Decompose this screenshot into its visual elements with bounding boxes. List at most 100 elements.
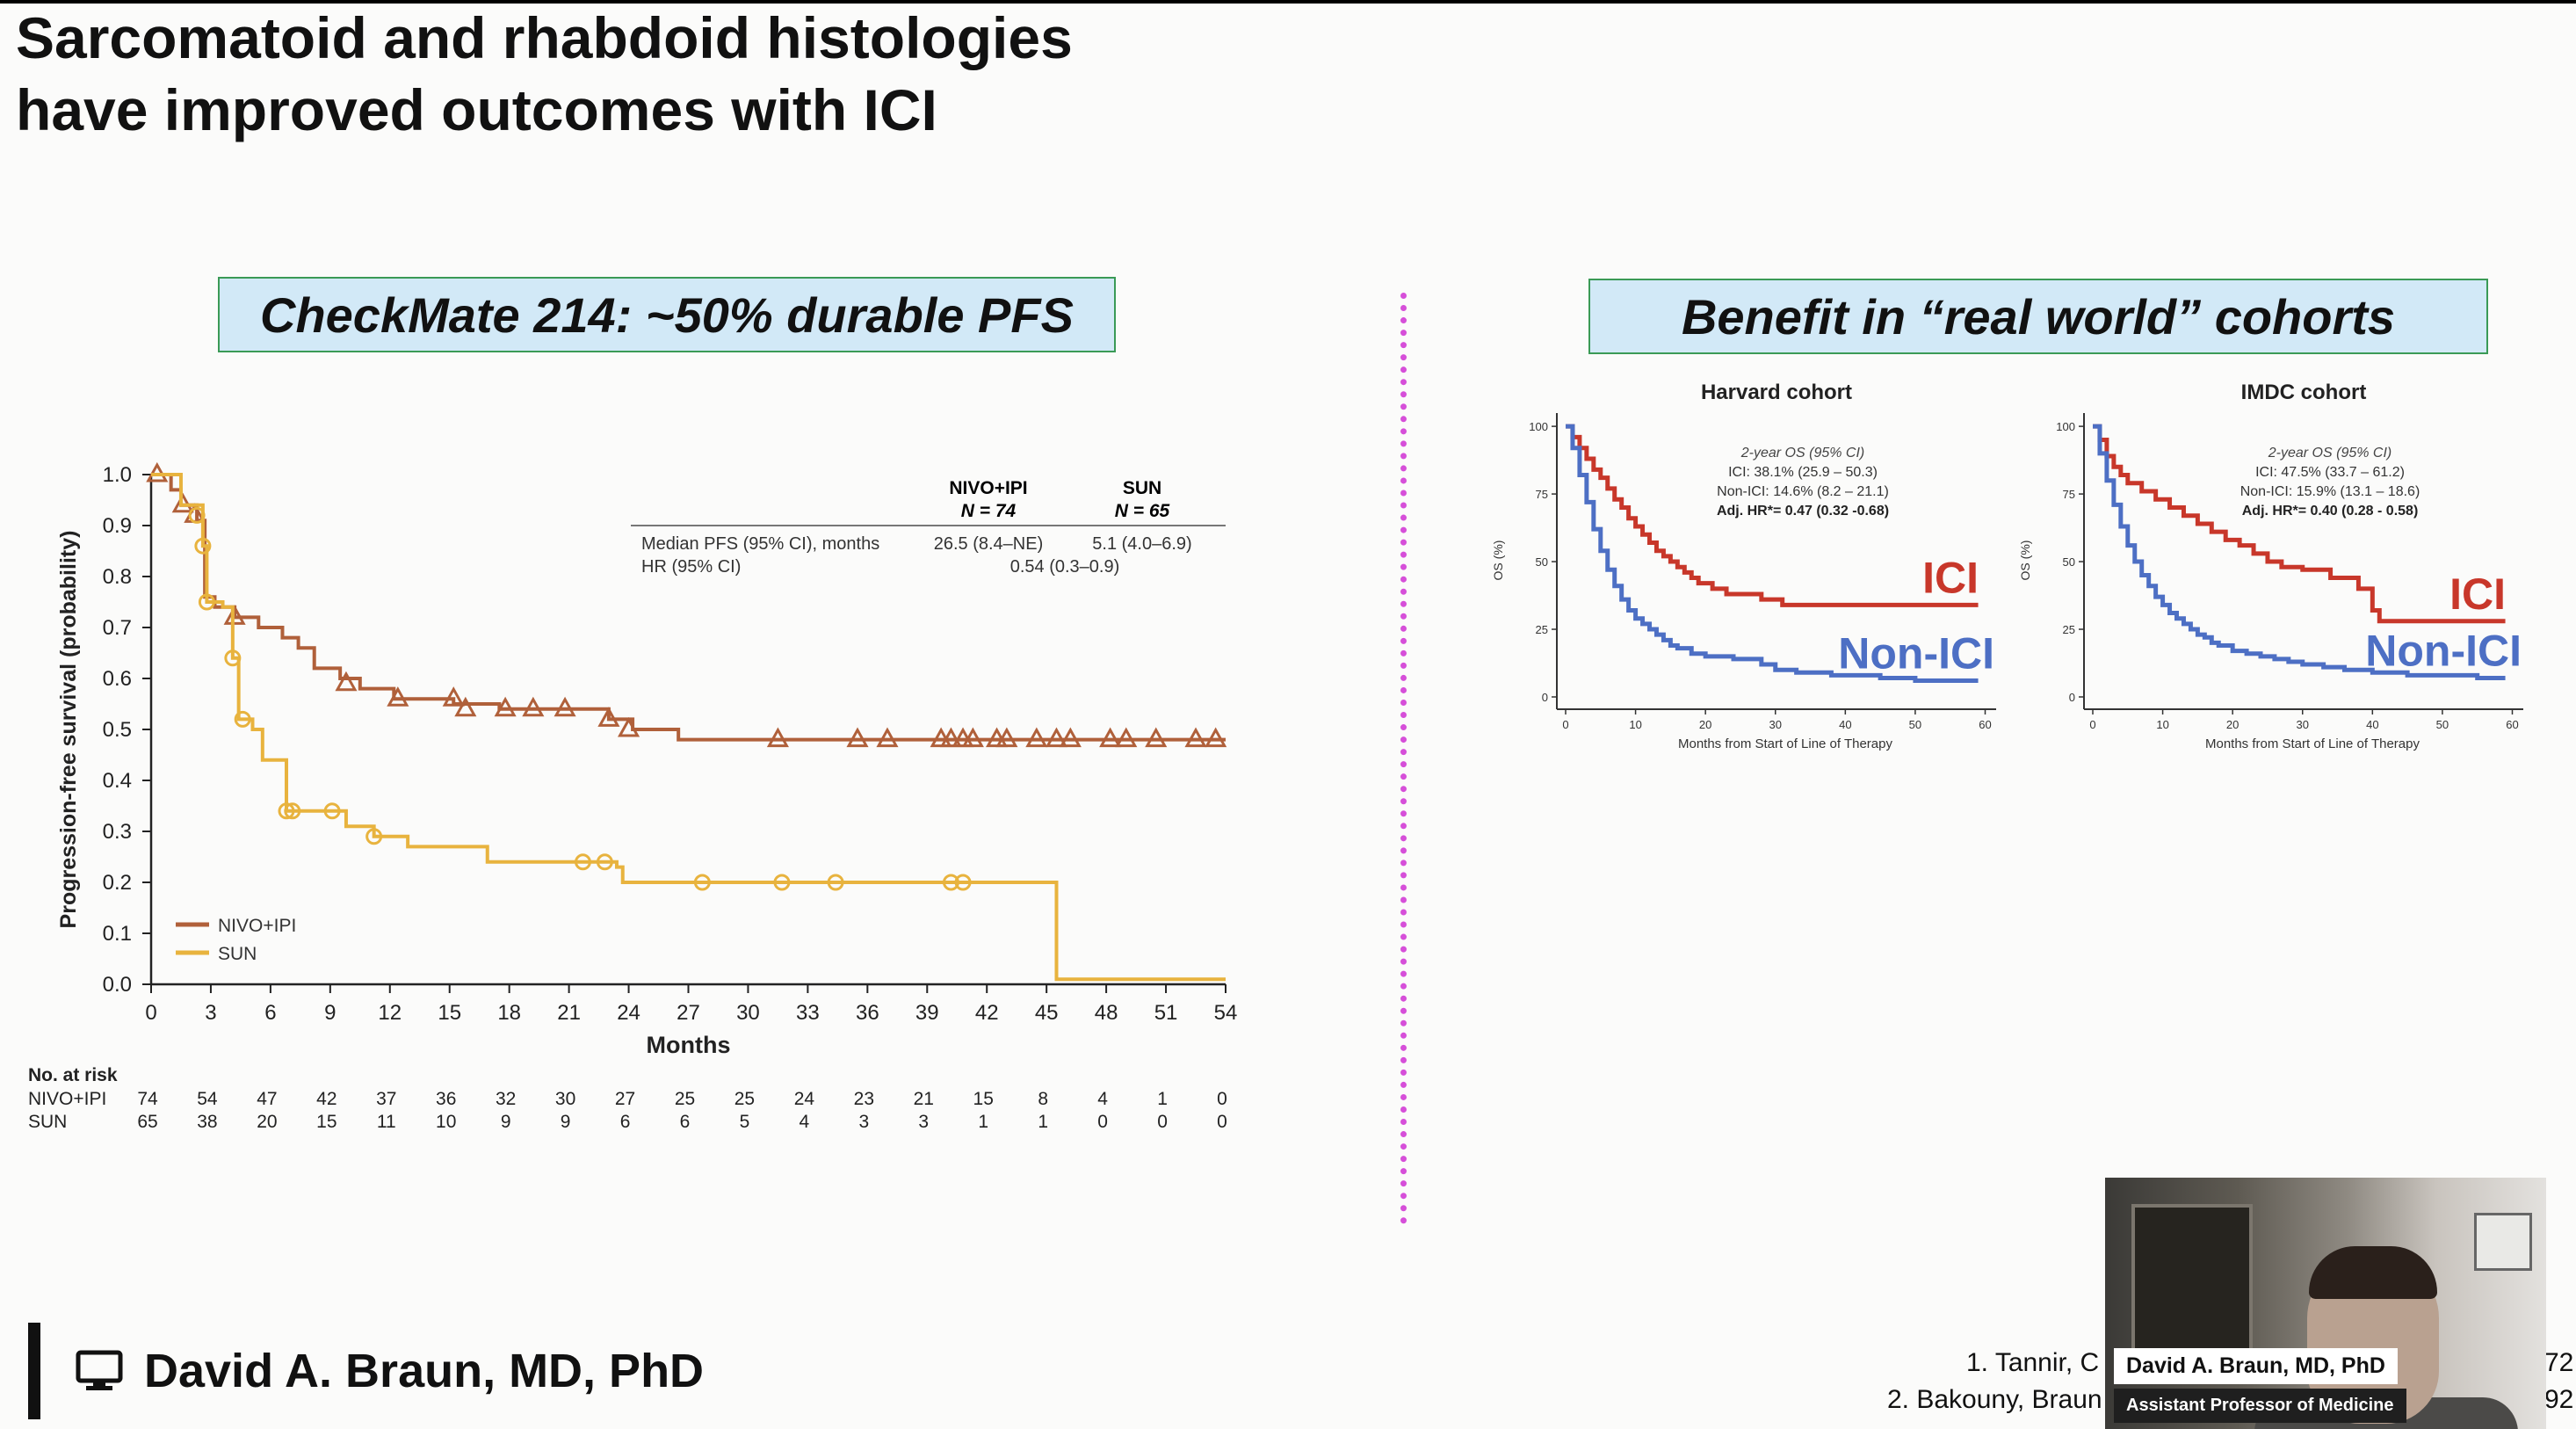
censor-circle (942, 874, 959, 891)
annotation-header: 2-year OS (95% CI) (2268, 446, 2391, 461)
cohort-x-tick-label: 20 (1699, 718, 1711, 731)
censor-triangle (995, 727, 1018, 748)
annotation-line2: Non-ICI: 14.6% (8.2 – 21.1) (1717, 484, 1889, 499)
right-banner: Benefit in “real world” cohorts (1588, 279, 2488, 354)
cohort-series-non-ici: Non-ICI (1566, 424, 1994, 684)
censor-triangle (1045, 727, 1068, 748)
censor-triangle (335, 671, 358, 692)
km-x-tick-label: 45 (1035, 1001, 1059, 1025)
cohort-y-tick-label: 100 (2056, 420, 2075, 433)
table-col2-head: SUN (1123, 478, 1161, 498)
at-risk-value: 47 (257, 1089, 277, 1109)
at-risk-value: 4 (1097, 1089, 1108, 1109)
km-x-tick-label: 36 (856, 1001, 879, 1025)
video-speaker-name: David A. Braun, MD, PhD (2114, 1348, 2398, 1384)
km-y-tick-label: 1.0 (103, 463, 132, 487)
km-y-tick-label: 0.2 (103, 871, 132, 895)
km-y-tick-label: 0.6 (103, 667, 132, 691)
cohort-line (1566, 424, 1979, 607)
km-y-tick-label: 0.1 (103, 922, 132, 946)
censor-circle (224, 649, 242, 667)
at-risk-value: 11 (377, 1112, 396, 1132)
at-risk-value: 65 (137, 1112, 157, 1132)
km-y-tick-label: 0.0 (103, 973, 132, 997)
censor-circle (323, 802, 341, 820)
annotation-line2: Non-ICI: 15.9% (13.1 – 18.6) (2240, 484, 2420, 499)
censor-circle (365, 828, 383, 845)
at-risk-value: 1 (1038, 1112, 1048, 1132)
km-y-tick-label: 0.8 (103, 565, 132, 589)
presenter-name: David A. Braun, MD, PhD (144, 1345, 705, 1397)
cohort-y-tick-label: 0 (2069, 691, 2075, 704)
censor-triangle (1205, 727, 1227, 748)
cohort-y-tick-label: 75 (2063, 488, 2075, 501)
censor-circle (284, 802, 301, 820)
cohort-x-axis-label: Months from Start of Line of Therapy (1678, 736, 1893, 751)
at-risk-value: 42 (316, 1089, 336, 1109)
censor-circle (596, 853, 613, 871)
harvard-cohort-chart: Harvard cohort 0 10 20 30 40 50 60 0 25 50 75 100 OS … (1491, 381, 1996, 751)
cohort-series-ici: ICI (1566, 424, 1979, 607)
censor-triangle (554, 696, 576, 717)
cohort-y-tick-label: 50 (2063, 555, 2075, 569)
reference-2-tail: 92; (2544, 1385, 2576, 1414)
at-risk-row-name: NIVO+IPI (28, 1089, 106, 1109)
cohort-y-axis-label: OS (%) (1491, 540, 1505, 581)
censor-triangle (876, 727, 899, 748)
km-x-tick-label: 15 (438, 1001, 461, 1025)
cohort-series-label: Non-ICI (2365, 626, 2522, 675)
cohort-x-tick-label: 60 (2506, 718, 2518, 731)
at-risk-value: 25 (734, 1089, 755, 1109)
table-row1-label: Median PFS (95% CI), months (641, 534, 879, 554)
km-x-tick-label: 18 (497, 1001, 521, 1025)
presenter-bar (28, 1323, 40, 1419)
censor-circle (693, 874, 711, 891)
video-background-frame (2474, 1213, 2532, 1271)
km-x-tick-label: 42 (975, 1001, 999, 1025)
censor-triangle (939, 727, 963, 748)
censor-circle (827, 874, 844, 891)
censor-triangle (597, 707, 620, 727)
km-x-tick-label: 48 (1095, 1001, 1118, 1025)
km-x-tick-label: 30 (736, 1001, 760, 1025)
cohort-y-tick-label: 25 (1536, 623, 1548, 636)
presenter-label: David A. Braun, MD, PhD (28, 1323, 713, 1419)
cohort-x-tick-label: 10 (2156, 718, 2168, 731)
km-y-axis-label: Progression-free survival (probability) (56, 531, 81, 929)
cohort-series-ici: ICI (2093, 424, 2506, 624)
at-risk-value: 32 (496, 1089, 516, 1109)
annotation-line1: ICI: 38.1% (25.9 – 50.3) (1728, 465, 1878, 480)
annotation-line3: Adj. HR*= 0.47 (0.32 -0.68) (1717, 504, 1889, 519)
km-x-tick-label: 54 (1214, 1001, 1238, 1025)
km-x-tick-label: 27 (677, 1001, 700, 1025)
table-row1-v2: 5.1 (4.0–6.9) (1092, 534, 1191, 554)
cohort-y-tick-label: 100 (1529, 420, 1548, 433)
at-risk-value: 30 (555, 1089, 575, 1109)
censor-triangle (1115, 727, 1138, 748)
slide-title: Sarcomatoid and rhabdoid histologies hav… (16, 2, 1073, 146)
cohort-y-tick-label: 75 (1536, 488, 1548, 501)
censor-triangle (618, 716, 640, 737)
at-risk-value: 54 (197, 1089, 218, 1109)
cohort-y-tick-label: 25 (2063, 623, 2075, 636)
at-risk-row-name: SUN (28, 1112, 67, 1132)
cohort-y-tick-label: 50 (1536, 555, 1548, 569)
cohort-x-tick-label: 30 (2297, 718, 2309, 731)
at-risk-value: 10 (436, 1112, 456, 1132)
dotted-divider (1400, 293, 1407, 1224)
censor-triangle (223, 605, 246, 625)
at-risk-value: 9 (561, 1112, 571, 1132)
cohort-x-tick-label: 50 (1909, 718, 1921, 731)
at-risk-value: 0 (1217, 1089, 1227, 1109)
at-risk-value: 6 (680, 1112, 691, 1132)
km-x-tick-label: 9 (324, 1001, 336, 1025)
censor-triangle (387, 686, 409, 707)
monitor-icon (76, 1350, 123, 1390)
cohort-x-tick-label: 10 (1629, 718, 1641, 731)
km-x-tick-label: 3 (205, 1001, 216, 1025)
webcam-video[interactable]: David A. Braun, MD, PhD Assistant Profes… (2105, 1178, 2546, 1429)
video-background-frame (2131, 1204, 2253, 1360)
reference-1: 1. Tannir, C (1966, 1348, 2100, 1377)
censor-circle (773, 874, 791, 891)
km-y-tick-label: 0.9 (103, 514, 132, 538)
